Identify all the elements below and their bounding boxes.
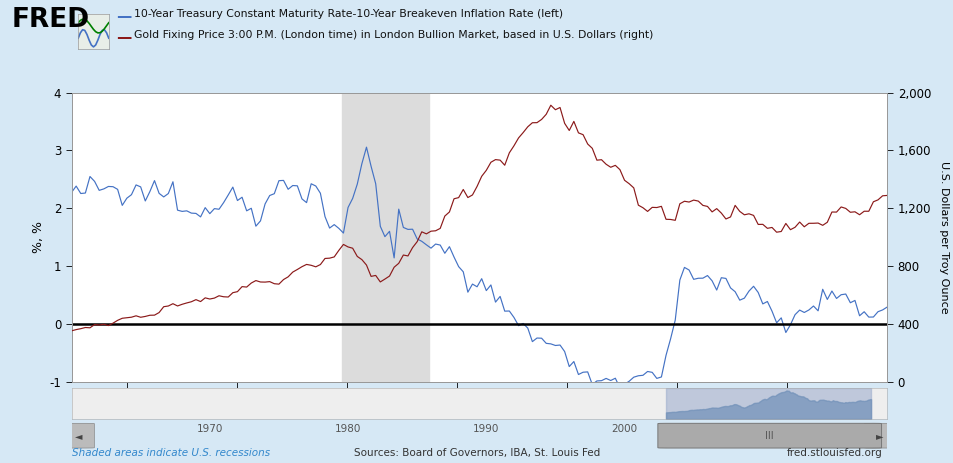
Text: —: — [116,9,132,24]
Y-axis label: U.S. Dollars per Troy Ounce: U.S. Dollars per Troy Ounce [939,161,948,313]
Text: Shaded areas indicate U.S. recessions: Shaded areas indicate U.S. recessions [71,448,270,458]
Text: FRED: FRED [11,7,90,33]
Text: ◄: ◄ [75,431,83,441]
Text: Gold Fixing Price 3:00 P.M. (London time) in London Bullion Market, based in U.S: Gold Fixing Price 3:00 P.M. (London time… [133,30,652,40]
Text: —: — [116,30,132,45]
Text: 10-Year Treasury Constant Maturity Rate-10-Year Breakeven Inflation Rate (left): 10-Year Treasury Constant Maturity Rate-… [133,9,562,19]
FancyBboxPatch shape [863,423,895,448]
Bar [665,388,870,419]
Text: Sources: Board of Governors, IBA, St. Louis Fed: Sources: Board of Governors, IBA, St. Lo… [354,448,599,458]
Text: ►: ► [875,431,882,441]
Text: fred.stlouisfed.org: fred.stlouisfed.org [786,448,882,458]
Bar [342,93,429,382]
Text: III: III [764,431,773,441]
FancyBboxPatch shape [63,423,94,448]
Y-axis label: %, %: %, % [32,221,45,253]
FancyBboxPatch shape [658,423,881,448]
